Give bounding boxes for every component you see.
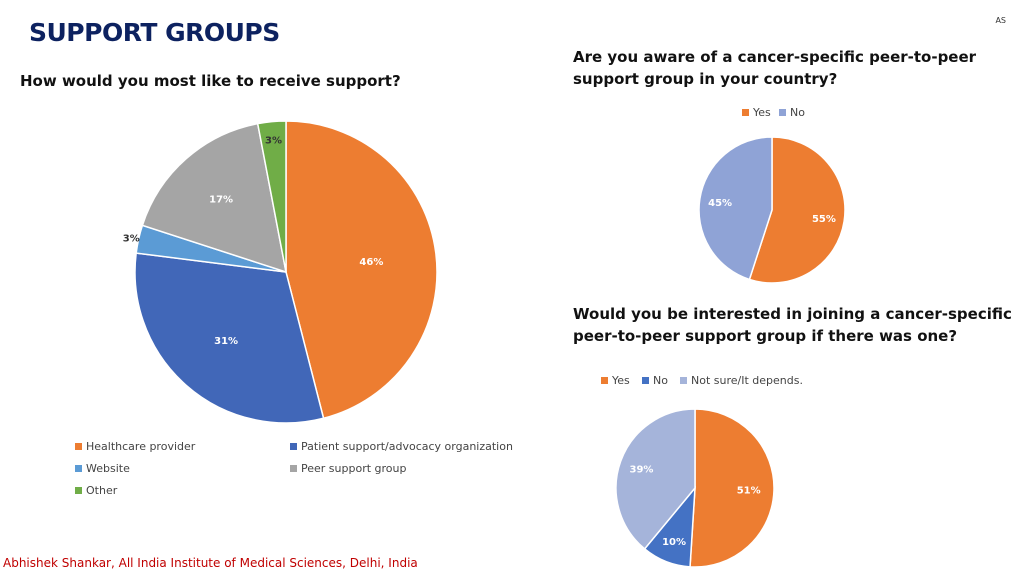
legend-swatch	[642, 377, 649, 384]
pie-slice	[748, 136, 846, 284]
data-label: 45%	[708, 198, 732, 209]
legend-label: Yes	[753, 106, 771, 119]
data-label: 46%	[359, 257, 383, 268]
legend-swatch	[680, 377, 687, 384]
chart1-title: How would you most like to receive suppo…	[20, 72, 401, 90]
legend-label: Patient support/advocacy organization	[301, 440, 513, 453]
footer-credit: Abhishek Shankar, All India Institute of…	[3, 556, 418, 570]
pie-slice	[141, 122, 287, 274]
legend-label: Yes	[612, 374, 630, 387]
data-label: 17%	[209, 194, 233, 205]
legend-item: No	[779, 106, 805, 119]
pie-slice	[285, 120, 438, 420]
legend-item: Patient support/advocacy organization	[290, 440, 513, 453]
legend-swatch	[290, 443, 297, 450]
chart2-title: Are you aware of a cancer-specific peer-…	[573, 48, 977, 88]
legend-swatch	[75, 443, 82, 450]
legend-swatch	[75, 465, 82, 472]
legend-item: Other	[75, 484, 117, 497]
data-label: 55%	[812, 214, 836, 225]
legend-item: Healthcare provider	[75, 440, 195, 453]
data-label: 3%	[123, 233, 140, 244]
author-initials: AS	[995, 16, 1006, 25]
legend-label: Peer support group	[301, 462, 407, 475]
legend-swatch	[601, 377, 608, 384]
pie-slice	[134, 252, 325, 424]
data-label: 10%	[662, 537, 686, 548]
legend-item: Website	[75, 462, 130, 475]
data-label: 31%	[214, 336, 238, 347]
legend-item: No	[642, 374, 668, 387]
pie-slice	[256, 120, 287, 273]
pie-slice	[689, 408, 775, 568]
legend-swatch	[75, 487, 82, 494]
legend-label: Other	[86, 484, 118, 497]
legend-swatch	[779, 109, 786, 116]
legend-swatch	[742, 109, 749, 116]
slide-title: SUPPORT GROUPS	[29, 18, 280, 47]
data-label: 39%	[630, 465, 654, 476]
legend-label: Not sure/It depends.	[691, 374, 803, 387]
legend-item: Not sure/It depends.	[680, 374, 803, 387]
legend-label: No	[653, 374, 668, 387]
chart3-title: Would you be interested in joining a can…	[573, 305, 1012, 345]
legend-label: No	[790, 106, 805, 119]
pie-slice	[615, 408, 696, 550]
legend-item: Yes	[601, 374, 630, 387]
pie-slice	[698, 136, 773, 281]
data-label: 51%	[737, 486, 761, 497]
legend-swatch	[290, 465, 297, 472]
legend-label: Website	[86, 462, 130, 475]
legend-item: Yes	[742, 106, 771, 119]
data-label: 3%	[265, 136, 282, 147]
legend-item: Peer support group	[290, 462, 406, 475]
legend-label: Healthcare provider	[86, 440, 196, 453]
